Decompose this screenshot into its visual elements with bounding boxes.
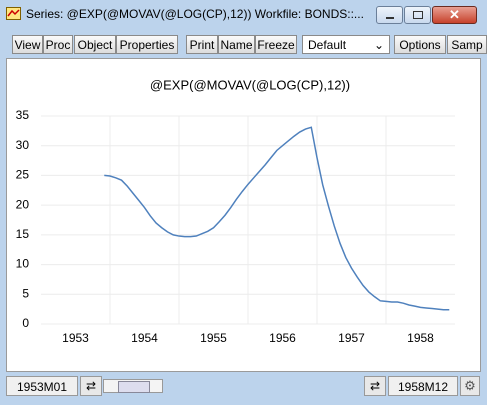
y-tick-label: 30 <box>16 138 30 152</box>
chart: @EXP(@MOVAV(@LOG(CP),12)) 0 5 10 15 20 25 30 35… <box>16 77 455 345</box>
toolbar-button[interactable]: Proc <box>43 35 73 54</box>
toolbar-button[interactable]: Options <box>394 35 446 54</box>
line <box>104 126 450 311</box>
toolbar-button[interactable]: Object <box>74 35 116 54</box>
chart-title: @EXP(@MOVAV(@LOG(CP),12)) <box>150 77 350 92</box>
window-title: Series: @EXP(@MOVAV(@LOG(CP),12)) Workfi… <box>26 7 364 21</box>
dropdown[interactable]: Default ⌄ <box>302 35 390 54</box>
y-tick-label: 0 <box>22 316 29 330</box>
y-tick-label: 35 <box>16 108 30 122</box>
x-tick-label: 1956 <box>269 331 296 345</box>
y-tick-label: 20 <box>16 197 30 211</box>
dropdown-arrow: ⌄ <box>373 38 384 52</box>
chart-area: @EXP(@MOVAV(@LOG(CP),12)) 0 5 10 15 20 25 30 35… <box>6 58 481 372</box>
y-tick-label: 25 <box>16 168 30 182</box>
close-button[interactable]: ✕ <box>432 6 477 24</box>
x-tick-label: 1954 <box>131 331 158 345</box>
toolbar-button[interactable]: Samp <box>447 35 487 54</box>
toolbar-button[interactable]: Freeze <box>255 35 297 54</box>
toolbar-button[interactable]: View <box>12 35 43 54</box>
end-scroll-icon[interactable]: ⇄ <box>364 376 386 396</box>
window-icon <box>6 7 21 20</box>
toolbar-button[interactable]: Print <box>186 35 218 54</box>
start-scroll-icon[interactable]: ⇄ <box>80 376 102 396</box>
y-tick-label: 5 <box>22 286 29 300</box>
x-tick-label: 1958 <box>407 331 434 345</box>
toolbar-button[interactable]: Name <box>218 35 255 54</box>
end-date: 1958M12 <box>388 376 458 396</box>
toolbar-button[interactable]: Properties <box>116 35 178 54</box>
minimize-button[interactable] <box>376 6 403 24</box>
x-tick-label: 1955 <box>200 331 227 345</box>
x-tick-label: 1953 <box>62 331 89 345</box>
x-tick-label: 1957 <box>338 331 365 345</box>
y-tick-label: 10 <box>16 257 30 271</box>
settings-icon[interactable]: ⚙ <box>460 376 480 396</box>
start-date: 1953M01 <box>6 376 78 396</box>
dropdown-value: Default <box>308 38 347 52</box>
maximize-button[interactable] <box>404 6 431 24</box>
sample-scrollbar[interactable] <box>103 379 163 393</box>
y-tick-label: 15 <box>16 227 30 241</box>
